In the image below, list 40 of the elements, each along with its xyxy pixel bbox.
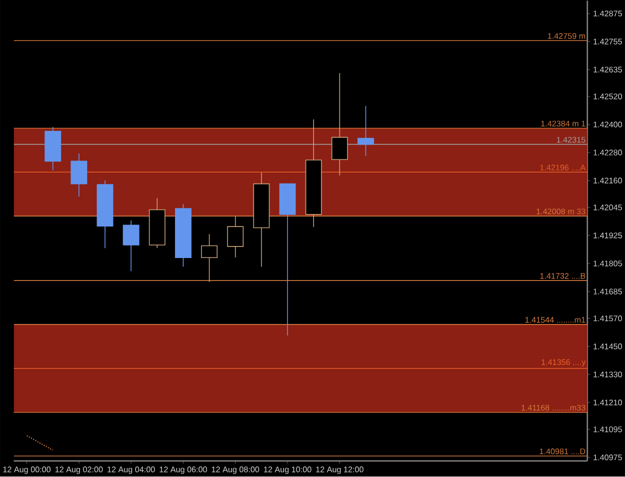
- ref-line-label: 1.41356 ....y: [542, 359, 586, 367]
- candlestick: [201, 234, 218, 283]
- y-tick-label: 1.41805: [594, 260, 622, 267]
- y-tick-label: 1.41210: [594, 400, 622, 406]
- y-tick-label: 1.41330: [594, 372, 622, 378]
- candlestick: [227, 216, 244, 258]
- ref-line-label: 1.42315: [556, 137, 586, 143]
- x-tick-label: 12 Aug 06:00: [160, 466, 207, 474]
- y-tick-label: 1.42520: [594, 94, 622, 100]
- y-tick-label: 1.42755: [594, 38, 622, 45]
- y-tick-label: 1.41685: [594, 288, 622, 295]
- x-tick-label: 12 Aug 00:00: [3, 466, 51, 474]
- y-tick-label: 1.42160: [594, 178, 622, 184]
- y-tick-label: 1.42280: [594, 150, 622, 156]
- y-tick-label: 1.41450: [594, 344, 622, 350]
- ref-line-label: 1.42008 m 33: [536, 208, 586, 215]
- y-tick-label: 1.42875: [594, 10, 622, 17]
- x-tick-label: 12 Aug 04:00: [108, 466, 155, 474]
- ref-line-label: 1.42384 m 1: [541, 120, 586, 127]
- ref-line-label: 1.42196 ....A: [540, 164, 586, 171]
- candlestick: [331, 72, 348, 176]
- ref-line-label: 1.41732 ....B: [540, 273, 586, 279]
- x-tick-label: 12 Aug 10:00: [264, 466, 312, 474]
- y-tick-label: 1.42045: [594, 204, 622, 210]
- y-tick-label: 1.42635: [594, 66, 622, 73]
- ref-line-label: 1.40981 ....D: [540, 448, 586, 454]
- ref-line-label: 1.42759 m: [548, 33, 586, 40]
- candlestick: [70, 153, 88, 198]
- y-tick-label: 1.41570: [594, 316, 622, 322]
- x-tick-label: 12 Aug 12:00: [316, 466, 364, 474]
- ref-line-label: 1.41544 ........m1: [525, 317, 586, 323]
- y-tick-label: 1.40975: [594, 454, 622, 460]
- candlestick: [122, 220, 140, 272]
- x-tick-label: 12 Aug 08:00: [212, 466, 260, 474]
- y-tick-label: 1.41095: [594, 426, 622, 432]
- x-tick-label: 12 Aug 02:00: [55, 466, 103, 474]
- y-tick-label: 1.42400: [594, 122, 622, 128]
- ref-line-label: 1.41168 ........m33: [522, 405, 586, 411]
- y-tick-label: 1.41925: [594, 232, 622, 239]
- candlestick: [358, 106, 374, 157]
